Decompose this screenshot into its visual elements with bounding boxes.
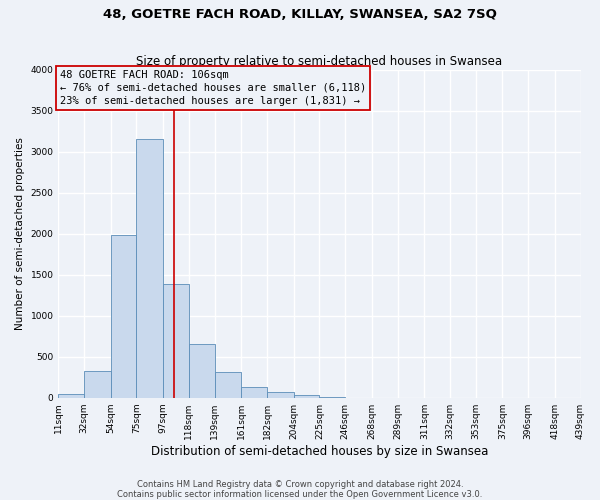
Title: Size of property relative to semi-detached houses in Swansea: Size of property relative to semi-detach… [136,56,503,68]
Bar [267,392,294,398]
Text: 48 GOETRE FACH ROAD: 106sqm
← 76% of semi-detached houses are smaller (6,118)
23: 48 GOETRE FACH ROAD: 106sqm ← 76% of sem… [59,70,366,106]
Bar [84,370,111,398]
Bar [136,140,163,398]
Bar [58,394,84,398]
Bar [215,372,241,398]
Bar [189,344,215,398]
Text: 48, GOETRE FACH ROAD, KILLAY, SWANSEA, SA2 7SQ: 48, GOETRE FACH ROAD, KILLAY, SWANSEA, S… [103,8,497,20]
Bar [111,236,136,398]
Bar [294,395,319,398]
Y-axis label: Number of semi-detached properties: Number of semi-detached properties [15,137,25,330]
Bar [163,284,189,398]
Bar [241,386,267,398]
X-axis label: Distribution of semi-detached houses by size in Swansea: Distribution of semi-detached houses by … [151,444,488,458]
Text: Contains HM Land Registry data © Crown copyright and database right 2024.
Contai: Contains HM Land Registry data © Crown c… [118,480,482,499]
